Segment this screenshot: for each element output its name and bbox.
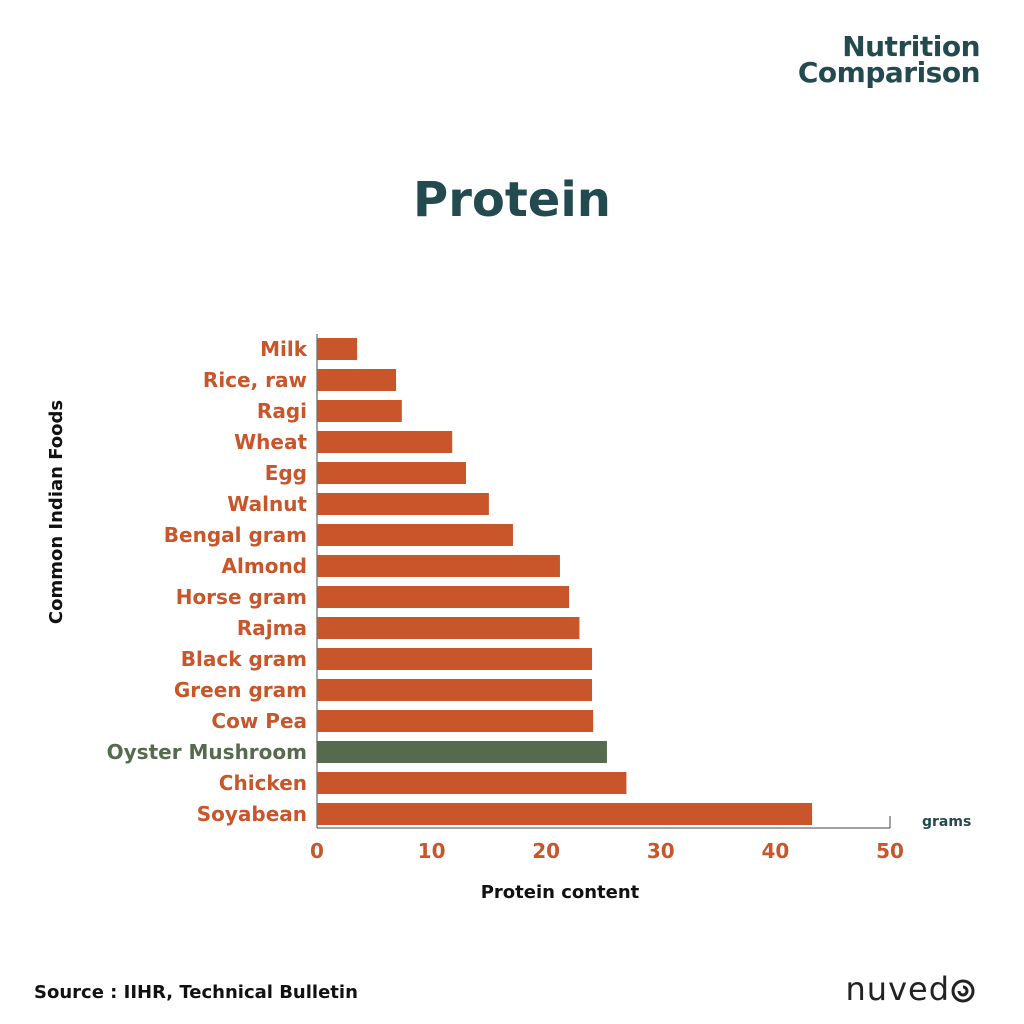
bar-chicken (317, 772, 627, 794)
bar-rice-raw (317, 369, 397, 391)
bar-horse-gram (317, 586, 570, 608)
bar-soyabean (317, 803, 813, 825)
category-label: Cow Pea (211, 709, 307, 733)
x-tick-label: 30 (647, 839, 675, 863)
bar-wheat (317, 431, 453, 453)
category-label: Soyabean (197, 802, 307, 826)
bar-almond (317, 555, 560, 577)
bar-ragi (317, 400, 402, 422)
bar-egg (317, 462, 466, 484)
bar-walnut (317, 493, 489, 515)
bar-rajma (317, 617, 580, 639)
swirl-icon (951, 979, 975, 1003)
category-label: Ragi (257, 399, 307, 423)
category-label: Wheat (234, 430, 307, 454)
bar-milk (317, 338, 358, 360)
category-label: Black gram (181, 647, 307, 671)
category-label: Chicken (219, 771, 307, 795)
bar-oyster-mushroom (317, 741, 607, 763)
brand-title: Nutrition Comparison (797, 30, 981, 89)
category-label: Rice, raw (203, 368, 307, 392)
chart-title: Protein (413, 172, 611, 228)
bar-black-gram (317, 648, 593, 670)
brand-title-line1: Nutrition (842, 30, 980, 63)
category-label: Milk (260, 337, 308, 361)
logo-text: nuved (845, 970, 950, 1008)
category-label: Egg (265, 461, 307, 485)
x-tick-label: 40 (761, 839, 789, 863)
x-tick-label: 10 (418, 839, 446, 863)
x-tick-label: 20 (532, 839, 560, 863)
bar-bengal-gram (317, 524, 513, 546)
category-label: Bengal gram (164, 523, 307, 547)
bar-cow-pea (317, 710, 594, 732)
x-axis-title: Protein content (481, 882, 640, 903)
y-axis-title: Common Indian Foods (46, 400, 67, 624)
bar-green-gram (317, 679, 593, 701)
unit-label: grams (922, 814, 971, 830)
category-label: Almond (222, 554, 307, 578)
brand-title-line2: Comparison (797, 56, 981, 89)
x-tick-label: 0 (310, 839, 324, 863)
category-label: Horse gram (176, 585, 307, 609)
x-tick-label: 50 (876, 839, 904, 863)
category-label: Rajma (237, 616, 307, 640)
category-label: Green gram (174, 678, 307, 702)
category-label: Walnut (227, 492, 307, 516)
category-label: Oyster Mushroom (107, 740, 307, 764)
nuvedo-logo: nuved (846, 970, 977, 1008)
source-note: Source : IIHR, Technical Bulletin (34, 982, 358, 1003)
